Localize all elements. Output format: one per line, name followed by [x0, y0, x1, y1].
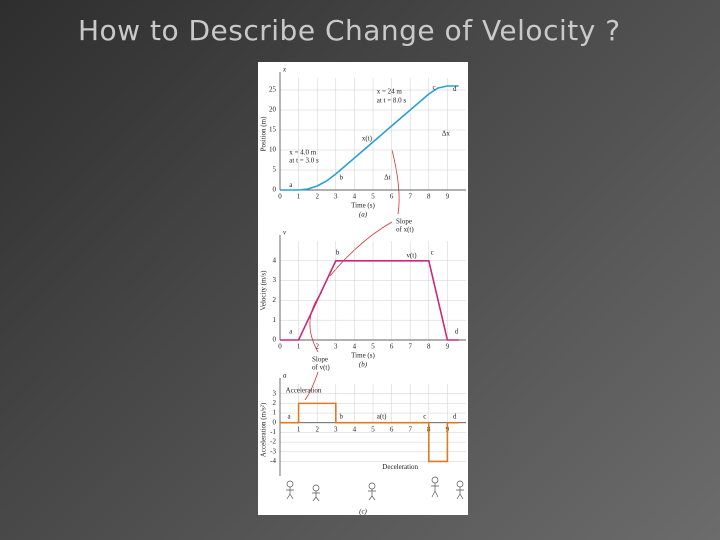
x-tick-label: 7	[408, 425, 412, 433]
y-tick-label: 1	[273, 316, 277, 324]
axis-symbol: v	[283, 229, 287, 237]
x-tick-label: 9	[446, 343, 450, 351]
annotation: Deceleration	[382, 463, 418, 471]
annotation: d	[453, 85, 457, 93]
slope-label: Slope	[396, 218, 412, 226]
x-tick-label: 8	[427, 193, 431, 201]
annotation: at t = 8.0 s	[377, 96, 407, 104]
x-tick-label: 1	[297, 343, 301, 351]
axis-symbol: x	[282, 66, 287, 74]
y-tick-label: -2	[270, 438, 276, 446]
x-tick-label: 0	[278, 193, 282, 201]
slope-label: Slope	[312, 356, 328, 364]
figure-panel	[258, 62, 468, 515]
x-tick-label: 3	[334, 193, 338, 201]
y-axis-label: Position (m)	[260, 116, 268, 151]
annotation: b	[336, 248, 340, 256]
slide-title: How to Describe Change of Velocity ?	[78, 14, 621, 47]
annotation: c	[423, 413, 426, 421]
x-tick-label: 4	[353, 193, 357, 201]
x-axis-label: Time (s)	[351, 202, 375, 210]
annotation: v(t)	[406, 251, 417, 259]
x-tick-label: 4	[353, 343, 357, 351]
data-line	[280, 85, 459, 191]
arrow	[391, 149, 400, 215]
axis-symbol: a	[283, 372, 287, 380]
caption: (b)	[359, 361, 368, 369]
y-tick-label: 20	[269, 106, 277, 114]
x-tick-label: 0	[278, 343, 282, 351]
y-tick-label: 2	[273, 296, 277, 304]
y-tick-label: 0	[273, 336, 277, 344]
x-tick-label: 4	[353, 425, 357, 433]
y-tick-label: 0	[273, 418, 277, 426]
y-tick-label: -1	[270, 428, 276, 436]
annotation: Δx	[442, 130, 451, 138]
annotation: a	[287, 413, 291, 421]
y-tick-label: 4	[273, 256, 277, 264]
slope-label: of v(t)	[312, 364, 330, 372]
y-axis-label: Acceleration (m/s²)	[260, 402, 268, 457]
annotation: x = 4.0 m	[289, 148, 316, 156]
annotation: b	[340, 413, 344, 421]
stick-figures	[286, 476, 464, 502]
y-tick-label: 0	[273, 186, 277, 194]
x-tick-label: 7	[408, 193, 412, 201]
x-tick-label: 3	[334, 425, 338, 433]
caption: (a)	[359, 211, 368, 219]
x-tick-label: 6	[390, 425, 394, 433]
annotation: b	[340, 174, 344, 182]
arrow	[304, 371, 319, 401]
annotation: a	[289, 181, 293, 189]
x-tick-label: 6	[390, 193, 394, 201]
x-tick-label: 2	[315, 425, 319, 433]
x-tick-label: 7	[408, 343, 412, 351]
x-tick-label: 1	[297, 425, 301, 433]
y-tick-label: 5	[273, 166, 277, 174]
x-tick-label: 6	[390, 343, 394, 351]
y-axis-label: Velocity (m/s)	[260, 270, 268, 311]
y-tick-label: 15	[269, 126, 277, 134]
annotation: Δt	[384, 174, 391, 182]
annotation: d	[453, 413, 457, 421]
y-tick-label: -4	[270, 457, 276, 465]
x-tick-label: 2	[315, 343, 319, 351]
x-tick-label: 5	[371, 343, 375, 351]
y-tick-label: 25	[269, 86, 277, 94]
annotation: x(t)	[362, 134, 373, 142]
y-tick-label: -3	[270, 447, 276, 455]
annotation: c	[431, 248, 434, 256]
annotation: Acceleration	[286, 386, 322, 394]
x-tick-label: 5	[371, 193, 375, 201]
annotation: at t = 3.0 s	[289, 156, 319, 164]
data-line	[280, 402, 459, 463]
annotation: d	[455, 328, 459, 336]
x-tick-label: 5	[371, 425, 375, 433]
annotation: a	[289, 328, 293, 336]
y-tick-label: 3	[273, 389, 277, 397]
annotation: a(t)	[377, 413, 387, 421]
y-tick-label: 2	[273, 399, 277, 407]
data-line	[280, 260, 459, 341]
x-tick-label: 1	[297, 193, 301, 201]
slope-label: of x(t)	[396, 226, 414, 234]
x-tick-label: 9	[446, 193, 450, 201]
y-tick-label: 10	[269, 146, 277, 154]
y-tick-label: 1	[273, 409, 277, 417]
annotation: c	[433, 84, 436, 92]
x-tick-label: 3	[334, 343, 338, 351]
y-tick-label: 3	[273, 276, 277, 284]
x-axis-label: Time (s)	[351, 352, 375, 360]
x-tick-label: 8	[427, 343, 431, 351]
annotation: x = 24 m	[377, 88, 403, 96]
caption: (c)	[359, 508, 367, 516]
x-tick-label: 2	[315, 193, 319, 201]
